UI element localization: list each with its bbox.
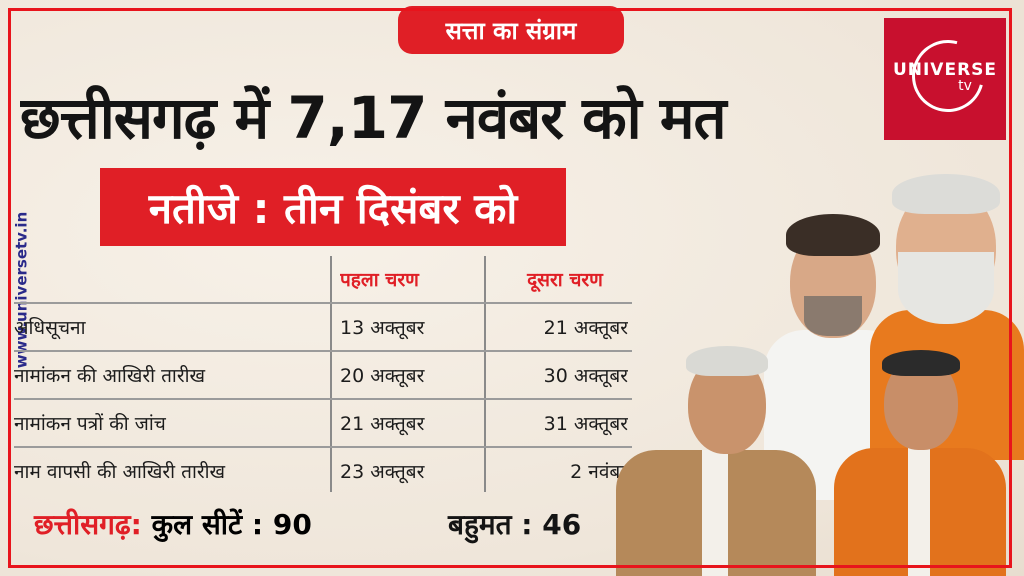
- row-label: नाम वापसी की आखिरी तारीख: [14, 461, 226, 483]
- row-phase-2: 21 अक्तूबर: [543, 317, 628, 339]
- logo-name: UNIVERSE: [892, 60, 998, 80]
- table-divider: [330, 256, 332, 492]
- portrait-man-jacket: [610, 340, 820, 576]
- table-rule: [14, 446, 632, 448]
- section-tag: सत्ता का संग्राम: [398, 6, 624, 54]
- row-label: नामांकन पत्रों की जांच: [14, 413, 166, 435]
- universe-tv-logo: UNIVERSE tv: [884, 18, 1006, 140]
- table-divider: [484, 256, 486, 492]
- row-phase-1: 13 अक्तूबर: [340, 317, 425, 339]
- result-banner: नतीजे : तीन दिसंबर को: [100, 168, 566, 246]
- logo-sub: tv: [958, 78, 972, 94]
- table-rule: [14, 398, 632, 400]
- headline: छत्तीसगढ़ में 7,17 नवंबर को मत: [20, 84, 727, 152]
- row-phase-1: 21 अक्तूबर: [340, 413, 425, 435]
- state-label: छत्तीसगढ़:: [34, 508, 142, 541]
- row-label: अधिसूचना: [14, 317, 86, 339]
- table-rule: [14, 302, 632, 304]
- portrait-man-orange-jacket: [830, 340, 1010, 576]
- majority: बहुमत : 46: [448, 508, 582, 541]
- row-phase-2: 31 अक्तूबर: [543, 413, 628, 435]
- header-phase-2: दूसरा चरण: [527, 269, 603, 291]
- row-phase-1: 20 अक्तूबर: [340, 365, 425, 387]
- seats-text: कुल सीटें : 90: [151, 508, 312, 541]
- row-label: नामांकन की आखिरी तारीख: [14, 365, 206, 387]
- total-seats: छत्तीसगढ़: कुल सीटें : 90: [34, 500, 312, 550]
- row-phase-1: 23 अक्तूबर: [340, 461, 425, 483]
- schedule-table: पहला चरण दूसरा चरण अधिसूचना 13 अक्तूबर 2…: [14, 256, 632, 492]
- row-phase-2: 2 नवंबर: [570, 461, 628, 483]
- table-rule: [14, 350, 632, 352]
- header-phase-1: पहला चरण: [340, 269, 419, 291]
- row-phase-2: 30 अक्तूबर: [543, 365, 628, 387]
